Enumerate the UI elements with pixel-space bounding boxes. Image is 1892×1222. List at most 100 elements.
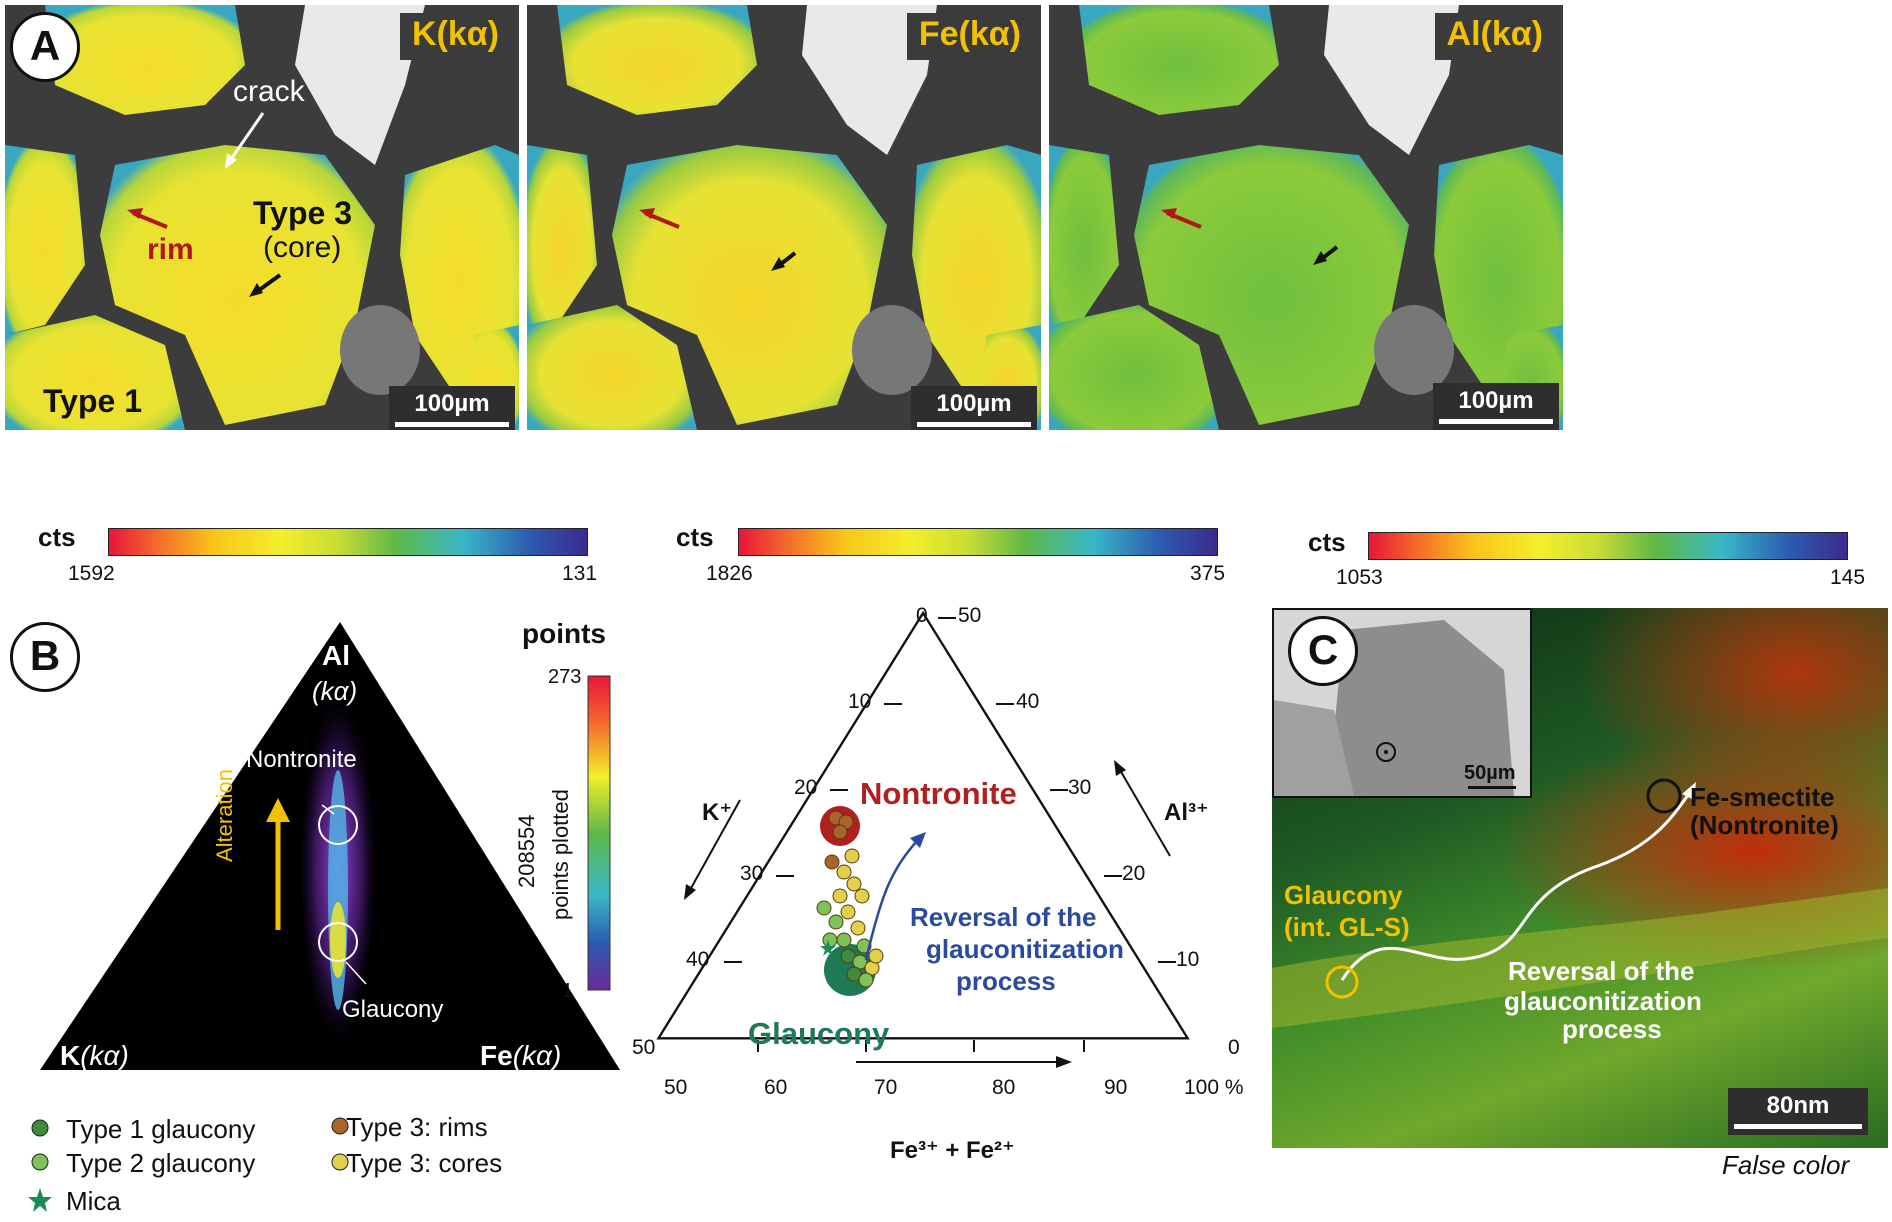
tick-top-40: 40 — [686, 948, 710, 971]
ternary-points — [816, 810, 884, 988]
al-scale-bar: 100µm — [1433, 383, 1559, 430]
ternary-point — [836, 932, 852, 948]
ternary-point — [854, 888, 870, 904]
nontronite-circle — [318, 805, 358, 845]
k-element-label: K(kα) — [399, 13, 511, 60]
k-axis-label: K⁺ — [702, 799, 732, 826]
fe-vertex-sub: (kα) — [512, 1040, 562, 1071]
cts-label-2: cts — [676, 522, 714, 552]
al-axis-label: Al³⁺ — [1164, 799, 1209, 826]
density-triangle — [40, 622, 620, 1070]
al-scale-label: 100µm — [1458, 387, 1534, 414]
cts-label-1: cts — [38, 522, 76, 552]
cts-label-3: cts — [1308, 527, 1346, 557]
panel-c-inset: 50µm — [1272, 608, 1532, 798]
fe-vertex-name: Fe — [480, 1040, 513, 1071]
glaucony-leader — [345, 961, 367, 985]
cts-min-2: 375 — [1190, 562, 1226, 585]
ternary-point — [868, 948, 884, 964]
fe-smectite-label-2: (Nontronite) — [1690, 810, 1839, 840]
fe-map-arrows — [639, 208, 797, 271]
k-scale-bar: 100µm — [389, 386, 515, 430]
glaucony-circle — [318, 922, 358, 962]
false-color-caption: False color — [1722, 1150, 1850, 1180]
panel-c-glaucony-label-1: Glaucony — [1284, 880, 1403, 910]
points-colorbar — [587, 675, 611, 991]
cts-max-1: 1592 — [68, 562, 115, 585]
core-label: (core) — [263, 231, 342, 264]
tick-top-10: 10 — [848, 690, 872, 713]
k-axis-arrow-head — [684, 884, 696, 900]
k-vertex-label: K(kα) — [60, 1040, 129, 1072]
tick-top-50: 50 — [632, 1036, 656, 1059]
fe-map: Fe(kα) 100µm — [527, 5, 1041, 430]
ternary-nontronite-label: Nontronite — [860, 776, 1017, 811]
tick-right-40: 40 — [1016, 690, 1040, 713]
cts-max-3: 1053 — [1336, 566, 1383, 589]
reversal-arrow — [864, 839, 919, 961]
ternary-point — [850, 920, 866, 936]
ternary-point — [844, 848, 860, 864]
legend-marker-cores — [331, 1153, 349, 1171]
points-title: points — [522, 618, 606, 649]
panel-c-inset-image — [1274, 610, 1530, 796]
tick-top-30: 30 — [740, 862, 764, 885]
al-axis-arrow-head — [1114, 760, 1126, 776]
panel-c-glaucony-label-2: (int. GL-S) — [1284, 912, 1410, 942]
points-min: 1 — [562, 980, 574, 1002]
tick-top-0: 0 — [916, 604, 928, 627]
reversal-label-1: Reversal of the — [910, 902, 1097, 932]
k-axis-arrow — [689, 799, 741, 891]
legend-markers — [28, 1117, 349, 1212]
tick-right-0: 0 — [1228, 1036, 1240, 1059]
ternary-outline — [656, 610, 1190, 1040]
tick-bottom-60: 60 — [764, 1076, 788, 1099]
fe-smectite-label-1: Fe-smectite — [1690, 782, 1835, 812]
ternary-point — [840, 948, 856, 964]
panel-a-arrows — [127, 112, 282, 297]
fe-scale-bar: 100µm — [911, 386, 1037, 430]
alteration-label: Alteration — [212, 769, 237, 862]
cts-min-3: 145 — [1830, 566, 1866, 589]
ternary-glaucony-label: Glaucony — [748, 1016, 890, 1051]
k-vertex-name: K — [60, 1040, 81, 1071]
inset-scale-bar — [1468, 786, 1516, 789]
legend-marker-type2 — [31, 1153, 49, 1171]
ternary-point — [828, 914, 844, 930]
colorbar-3 — [1368, 532, 1848, 560]
ternary-mica-point — [820, 940, 836, 956]
al-element-label: Al(kα) — [1434, 13, 1555, 60]
cts-min-1: 131 — [562, 562, 598, 585]
panel-c-reversal-1: Reversal of the — [1508, 956, 1695, 986]
ternary-point — [822, 932, 838, 948]
legend-rims: Type 3: rims — [346, 1112, 488, 1142]
panel-c-image: 50µm Fe-smectite (Nontronite) Glaucony (… — [1272, 608, 1888, 1148]
legend-marker-type1 — [31, 1119, 49, 1137]
fe-map-image — [527, 5, 1041, 430]
density-glaucony-label: Glaucony — [342, 996, 444, 1023]
k-scale-label: 100µm — [414, 390, 490, 417]
panel-c-scale-label: 80nm — [1766, 1092, 1830, 1119]
al-map-arrows — [1161, 208, 1339, 265]
al-axis-arrow — [1119, 769, 1171, 857]
tick-bottom-80: 80 — [992, 1076, 1016, 1099]
density-nontronite-label: Nontronite — [246, 746, 357, 773]
ternary-point — [816, 900, 832, 916]
legend-type2: Type 2 glaucony — [66, 1148, 256, 1178]
k-map-image — [5, 5, 519, 430]
ternary-ticks — [724, 617, 1176, 1052]
al-vertex-label: Al — [322, 640, 350, 671]
alteration-arrow-head — [266, 798, 290, 822]
reversal-label-3: process — [956, 966, 1056, 996]
tick-bottom-70: 70 — [874, 1076, 898, 1099]
tick-bottom-50: 50 — [664, 1076, 688, 1099]
ternary-diagram — [656, 610, 1190, 1068]
k-map: K(kα) 100µm crack rim Type 3 (core) Type… — [5, 5, 519, 430]
panel-c-letter: C — [1288, 616, 1358, 686]
tick-right-50: 50 — [958, 604, 982, 627]
tick-top-20: 20 — [794, 776, 818, 799]
rim-label: rim — [147, 233, 194, 266]
tick-right-20: 20 — [1122, 862, 1146, 885]
tick-bottom-90: 90 — [1104, 1076, 1128, 1099]
legend-marker-mica — [28, 1188, 52, 1212]
